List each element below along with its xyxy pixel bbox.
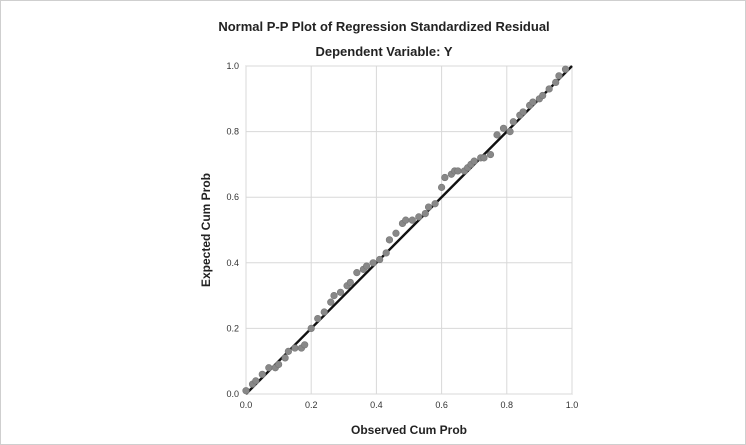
reference-line-layer [245,65,573,395]
data-point [545,85,553,93]
data-point [415,213,423,221]
data-point [470,157,478,165]
data-point [336,288,345,296]
x-tick-label: 0.2 [305,400,318,410]
data-point [385,236,394,244]
data-point [529,98,537,106]
x-axis-label: Observed Cum Prob [351,423,467,437]
data-point [561,65,570,73]
data-point [258,370,266,378]
data-point [509,118,517,126]
data-point [320,308,328,316]
data-point [519,108,527,116]
data-point [330,292,338,300]
x-tick-label: 0.4 [370,400,383,410]
data-point [480,154,488,162]
chart-title: Normal P-P Plot of Regression Standardiz… [218,19,549,34]
data-point [486,150,495,159]
data-point [346,278,354,287]
data-point [539,91,547,100]
data-point [376,255,384,264]
data-point [555,72,563,80]
y-tick-label: 0.6 [226,192,239,202]
data-point [392,229,400,237]
data-point [291,344,299,352]
data-point [281,354,289,362]
data-point [454,167,462,175]
data-point [284,347,292,355]
chart-subtitle: Dependent Variable: Y [315,44,452,59]
data-point [353,269,361,277]
data-point [369,259,377,267]
data-point [431,200,439,208]
data-point [363,262,371,270]
data-point [506,128,514,136]
x-tick-label: 0.6 [435,400,448,410]
data-point [402,216,410,224]
data-point [314,314,322,323]
data-point [382,249,390,257]
y-tick-label: 1.0 [226,61,239,71]
reference-line [245,65,573,395]
points-layer [242,65,570,395]
data-point [275,360,283,369]
data-point [301,341,309,349]
data-point [499,124,508,132]
data-point [552,78,560,86]
data-point [424,203,433,211]
y-tick-label: 0.4 [226,258,239,268]
data-point [327,298,335,306]
y-axis-label: Expected Cum Prob [199,173,213,287]
data-point [438,183,446,191]
y-tick-label: 0.8 [226,127,239,137]
data-point [307,324,315,333]
data-point [408,216,416,224]
y-tick-label: 0.0 [226,389,239,399]
x-tick-label: 1.0 [566,400,579,410]
grid-layer [245,65,573,395]
data-point [265,364,273,372]
data-point [421,210,429,218]
x-tick-label: 0.8 [501,400,514,410]
data-point [493,131,501,139]
x-tick-label: 0.0 [240,400,253,410]
y-tick-label: 0.2 [226,323,239,333]
data-point [252,377,260,385]
data-point [242,387,250,395]
data-point [441,173,449,182]
ticks-layer: 0.0 0.2 0.4 0.6 0.8 1.0 0.0 0.2 0.4 0.6 0.8 1.0 [226,61,578,410]
